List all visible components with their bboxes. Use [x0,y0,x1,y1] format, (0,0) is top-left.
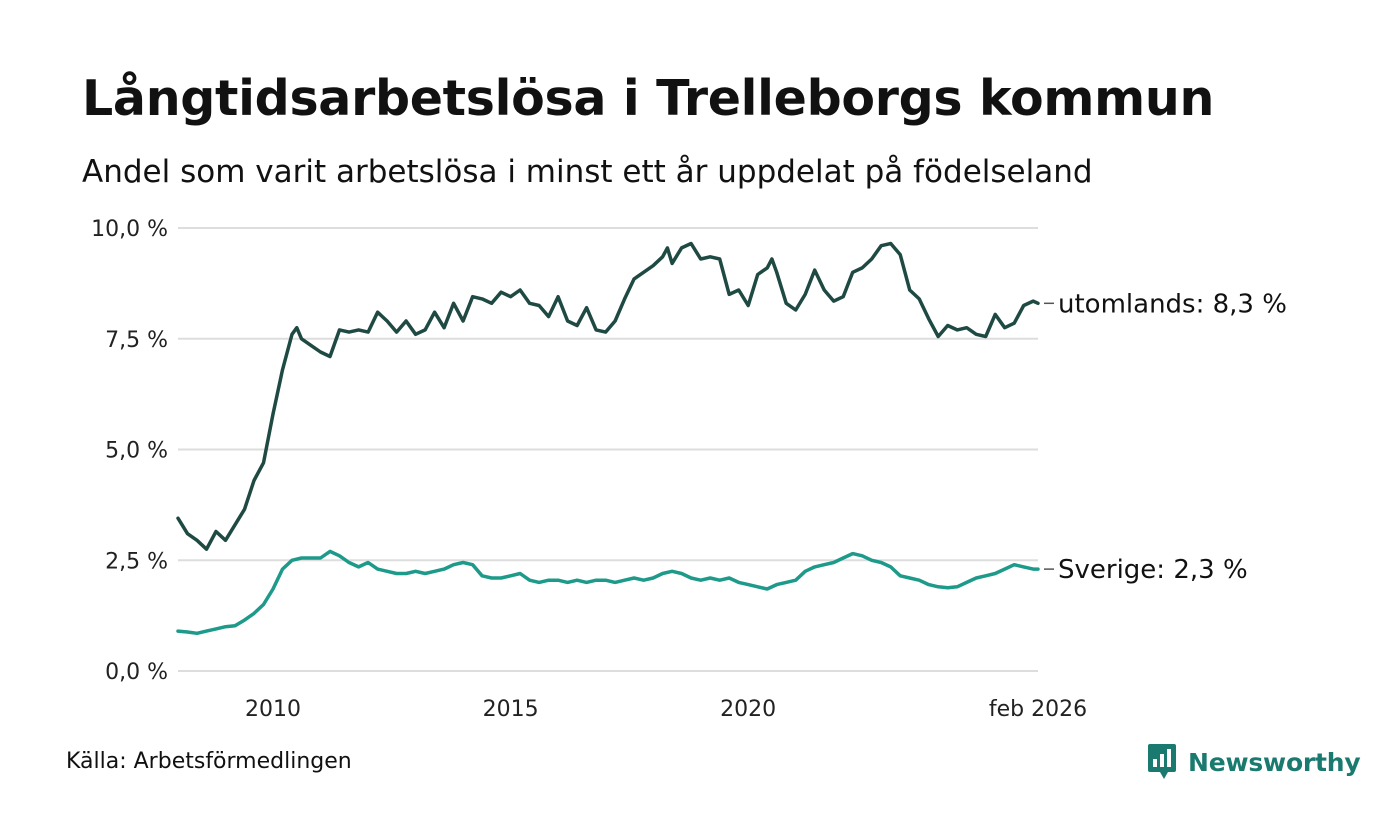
x-tick-label: 2010 [245,697,301,722]
y-axis-tick-labels: 0,0 % 2,5 % 5,0 % 7,5 % 10,0 % [91,217,168,685]
end-label-sverige: Sverige: 2,3 % [1058,555,1248,585]
brand: Newsworthy [1148,744,1361,780]
source-note: Källa: Arbetsförmedlingen [66,749,352,774]
y-tick-label: 5,0 % [105,439,168,464]
x-tick-label: 2020 [720,697,776,722]
y-tick-label: 2,5 % [105,549,168,574]
series-end-labels: utomlands: 8,3 % Sverige: 2,3 % [1044,289,1287,585]
chart-title: Långtidsarbetslösa i Trelleborgs kommun [82,70,1215,127]
y-tick-label: 10,0 % [91,217,168,242]
x-axis-tick-labels: 2010 2015 2020 feb 2026 [245,697,1087,722]
chart-subtitle: Andel som varit arbetslösa i minst ett å… [82,154,1093,190]
series-line-utomlands [176,241,1040,551]
x-tick-label: feb 2026 [989,697,1087,722]
series-lines [176,241,1040,636]
series-line-sverige [176,549,1040,636]
y-tick-label: 0,0 % [105,660,168,685]
brand-name: Newsworthy [1188,747,1361,777]
x-tick-label: 2015 [483,697,539,722]
bar-chart-speech-bubble-icon [1148,744,1176,779]
y-tick-label: 7,5 % [105,328,168,353]
end-label-utomlands: utomlands: 8,3 % [1058,289,1287,319]
grid-lines [178,227,1038,672]
